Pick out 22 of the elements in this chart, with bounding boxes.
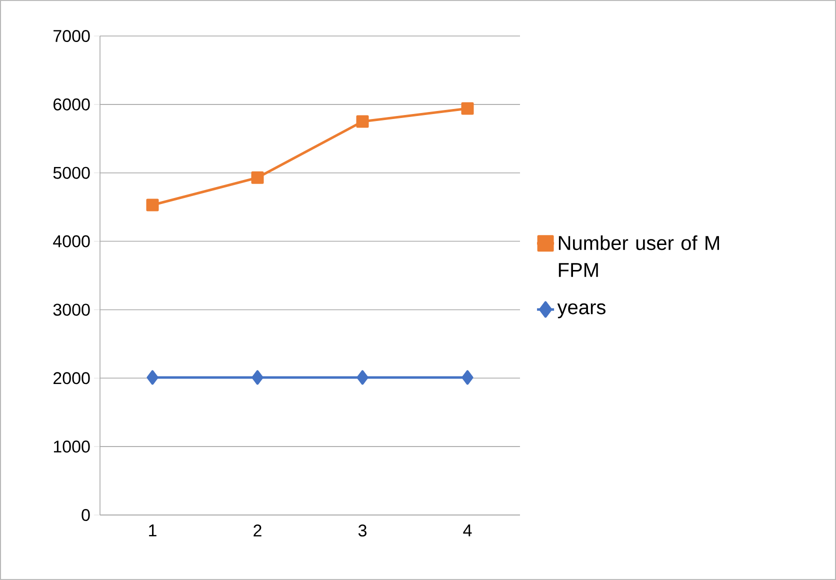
- y-tick-label: 6000: [54, 98, 90, 110]
- y-tick-label: 0: [82, 508, 90, 522]
- legend-label: Number user of M FPM: [558, 235, 719, 277]
- y-tick-label: 4000: [53, 235, 90, 248]
- point: [461, 102, 474, 115]
- x-tick-label: 2: [254, 524, 262, 536]
- point: [462, 370, 474, 385]
- point: [356, 370, 368, 385]
- legend-label: years: [557, 303, 606, 318]
- y-tick-label: 3000: [53, 304, 90, 316]
- x-tick-label: 3: [358, 524, 366, 537]
- x-tick-label: 1: [149, 524, 156, 536]
- x-tick-label: 4: [463, 524, 472, 536]
- y-tick-label: 1000: [54, 440, 90, 453]
- y-tick-label: 2000: [54, 372, 90, 384]
- y-tick-label: 7000: [54, 30, 90, 42]
- point: [146, 370, 158, 385]
- point: [146, 198, 159, 212]
- point: [252, 370, 264, 385]
- point: [251, 171, 264, 184]
- y-tick-label: 5000: [53, 166, 90, 179]
- point: [356, 115, 369, 128]
